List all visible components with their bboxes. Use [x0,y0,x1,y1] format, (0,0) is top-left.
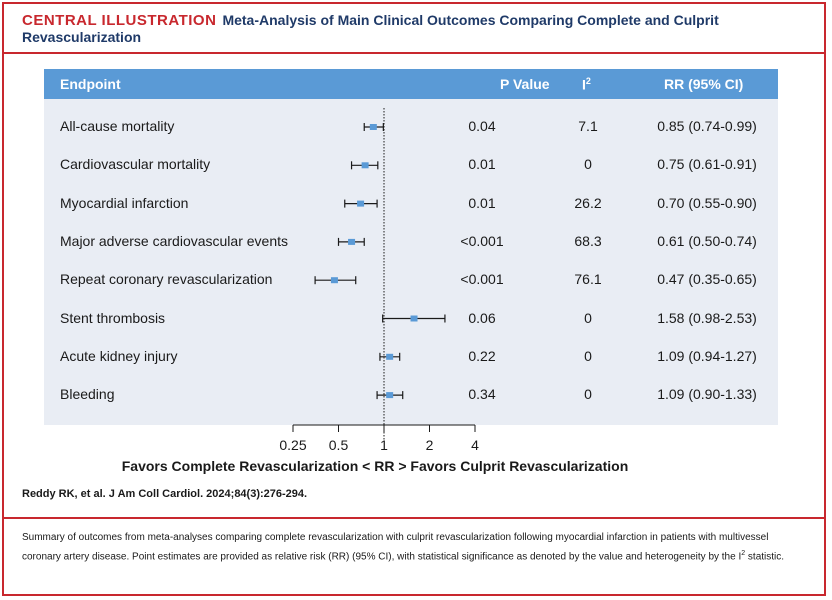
i2-cell: 0 [584,156,592,173]
rr-cell: 1.58 (0.98-2.53) [657,309,757,326]
i2-cell: 0 [584,386,592,403]
p-value-cell: 0.01 [468,156,496,173]
point-estimate [357,200,365,207]
endpoint-label: Stent thrombosis [60,309,166,326]
x-tick-label-2: 1 [380,437,388,453]
x-tick-label-0: 0.25 [279,437,306,453]
page-title: CENTRAL ILLUSTRATION Meta-Analysis of Mai… [22,12,802,46]
point-estimate [386,392,394,399]
footer-divider [4,517,824,519]
header-i2: I2 [582,76,591,93]
table-header: Endpoint P Value I2 RR (95% CI) [44,69,778,99]
summary-tail: statistic. [745,551,785,563]
i2-cell: 7.1 [578,118,598,134]
rr-cell: 0.75 (0.61-0.91) [657,156,757,173]
rr-cell: 0.47 (0.35-0.65) [657,271,757,288]
p-value-cell: 0.34 [468,386,496,403]
title-text: Meta-Analysis of Main Clinical Outcomes … [22,12,719,45]
endpoint-label: Cardiovascular mortality [60,156,211,173]
point-estimate [386,353,394,360]
rr-cell: 1.09 (0.90-1.33) [657,386,757,403]
x-axis-label: Favors Complete Revascularization < RR >… [121,458,629,474]
i2-cell: 0 [584,347,592,364]
endpoint-label: Bleeding [60,386,115,403]
header-divider [4,52,824,54]
summary-body: Summary of outcomes from meta-analyses c… [22,532,769,563]
p-value-cell: 0.22 [468,347,496,364]
header-i2-sup: 2 [585,76,591,86]
x-tick-label-1: 0.5 [329,437,349,453]
p-value-cell: 0.01 [468,194,496,211]
p-value-cell: 0.04 [468,118,496,134]
header-endpoint: Endpoint [60,76,121,92]
point-estimate [348,238,356,245]
p-value-cell: <0.001 [460,271,504,288]
point-estimate [410,315,418,322]
x-tick-label-4: 4 [471,437,479,453]
i2-cell: 76.1 [574,271,602,288]
header-p-value: P Value [500,76,550,92]
i2-cell: 0 [584,309,592,326]
forest-plot: 0.25 0.5 1 2 4 [279,108,479,453]
rr-cell: 0.85 (0.74-0.99) [657,118,757,134]
p-value-cell: 0.06 [468,309,496,326]
header-i2-base: I [582,76,586,93]
i2-cell: 68.3 [574,232,602,249]
endpoint-label: Major adverse cardiovascular events [60,232,288,249]
title-tag: CENTRAL ILLUSTRATION [22,12,217,29]
x-tick-label-3: 2 [426,437,434,453]
endpoint-label: Repeat coronary revascularization [60,271,273,288]
summary-text: Summary of outcomes from meta-analyses c… [22,530,807,565]
p-value-cell: <0.001 [460,232,504,249]
i2-cell: 26.2 [574,194,602,211]
point-estimate [369,124,377,130]
citation: Reddy RK, et al. J Am Coll Cardiol. 2024… [22,488,308,500]
rr-cell: 1.09 (0.94-1.27) [657,347,757,364]
header-rr: RR (95% CI) [664,76,744,92]
point-estimate [361,162,369,169]
rr-cell: 0.61 (0.50-0.74) [657,232,757,249]
endpoint-label: Myocardial infarction [60,194,189,211]
forest-plot-panel: Endpoint P Value I2 RR (95% CI) All-caus… [44,69,778,425]
summary-sup: 2 [741,550,746,557]
rr-cell: 0.70 (0.55-0.90) [657,194,757,211]
endpoint-label: All-cause mortality [60,118,175,134]
point-estimate [330,277,338,284]
endpoint-label: Acute kidney injury [60,347,178,364]
